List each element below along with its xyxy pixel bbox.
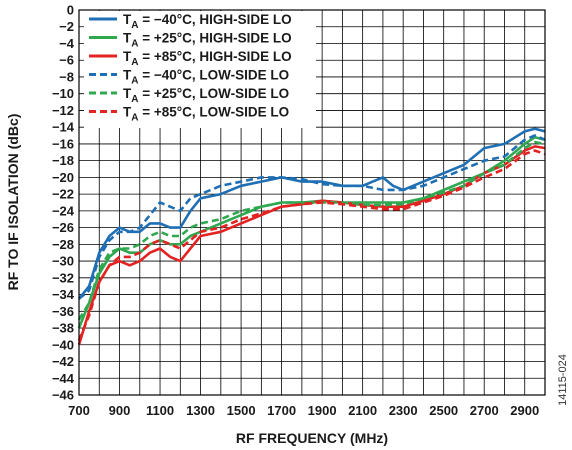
series-group <box>77 127 546 346</box>
y-tick-label: −16 <box>52 136 74 151</box>
y-tick-label: −34 <box>52 287 75 302</box>
legend-label-4: TA = −40°C, LOW-SIDE LO <box>123 68 289 87</box>
x-tick-label: 1700 <box>267 403 296 418</box>
series-line-6 <box>77 149 546 342</box>
y-tick-label: −26 <box>52 220 74 235</box>
plot-frame <box>78 9 546 396</box>
y-tick-label: −8 <box>59 69 74 84</box>
y-tick-label: −32 <box>52 270 74 285</box>
x-tick-label: 2700 <box>470 403 499 418</box>
y-tick-label: −6 <box>59 53 74 68</box>
y-tick-label: −10 <box>52 86 74 101</box>
y-tick-label: 0 <box>67 3 74 18</box>
legend-label-2: TA = +25°C, HIGH-SIDE LO <box>123 31 292 50</box>
legend-label-6: TA = +85°C, LOW-SIDE LO <box>123 105 289 124</box>
y-tick-label: −46 <box>52 388 74 403</box>
x-tick-label: 1100 <box>146 403 174 418</box>
x-tick-label: 2500 <box>429 403 458 418</box>
series-line-2 <box>77 135 546 329</box>
x-tick-label: 1500 <box>227 403 256 418</box>
x-tick-label: 900 <box>109 403 131 418</box>
y-tick-label: −24 <box>52 203 75 218</box>
x-tick-label: 1300 <box>186 403 215 418</box>
legend-box <box>84 11 316 128</box>
y-tick-label: −42 <box>52 354 74 369</box>
y-tick-label: −2 <box>59 19 74 34</box>
y-tick-label: −38 <box>52 321 74 336</box>
figure-id: 14115-024 <box>557 354 569 406</box>
y-tick-label: −30 <box>52 254 74 269</box>
x-tick-labels: 700 900 1100 1300 1500 1700 1900 2100 2300 2500 27… <box>68 403 539 418</box>
x-tick-label: 700 <box>68 403 90 418</box>
y-tick-label: −28 <box>52 237 74 252</box>
x-tick-label: 1900 <box>308 403 337 418</box>
y-tick-label: −20 <box>52 170 74 185</box>
x-tick-label: 2300 <box>389 403 418 418</box>
legend-label-1: TA = −40°C, HIGH-SIDE LO <box>123 12 292 31</box>
y-tick-label: −4 <box>59 36 75 51</box>
y-tick-label: −22 <box>52 187 74 202</box>
series-line-4 <box>78 134 546 300</box>
y-tick-label: −18 <box>52 153 74 168</box>
x-tick-label: 2100 <box>348 403 377 418</box>
y-tick-label: −14 <box>52 120 75 135</box>
series-line-5 <box>77 140 546 321</box>
y-tick-label: −12 <box>52 103 74 118</box>
y-tick-label: −40 <box>52 337 74 352</box>
y-tick-label: −36 <box>52 304 74 319</box>
y-tick-labels: 0−2 −4 −6−8 −10 −12 −14−16 −18 −20 −22−24 −26 −28 −… <box>52 3 75 403</box>
x-tick-label: 2900 <box>510 403 539 418</box>
y-tick-label: −44 <box>52 371 75 386</box>
y-axis-label: RF TO IF ISOLATION (dBc) <box>5 114 21 291</box>
legend-label-3: TA = +85°C, HIGH-SIDE LO <box>123 49 292 68</box>
legend-label-5: TA = +25°C, LOW-SIDE LO <box>123 86 289 105</box>
x-axis-label: RF FREQUENCY (MHz) <box>236 430 388 446</box>
